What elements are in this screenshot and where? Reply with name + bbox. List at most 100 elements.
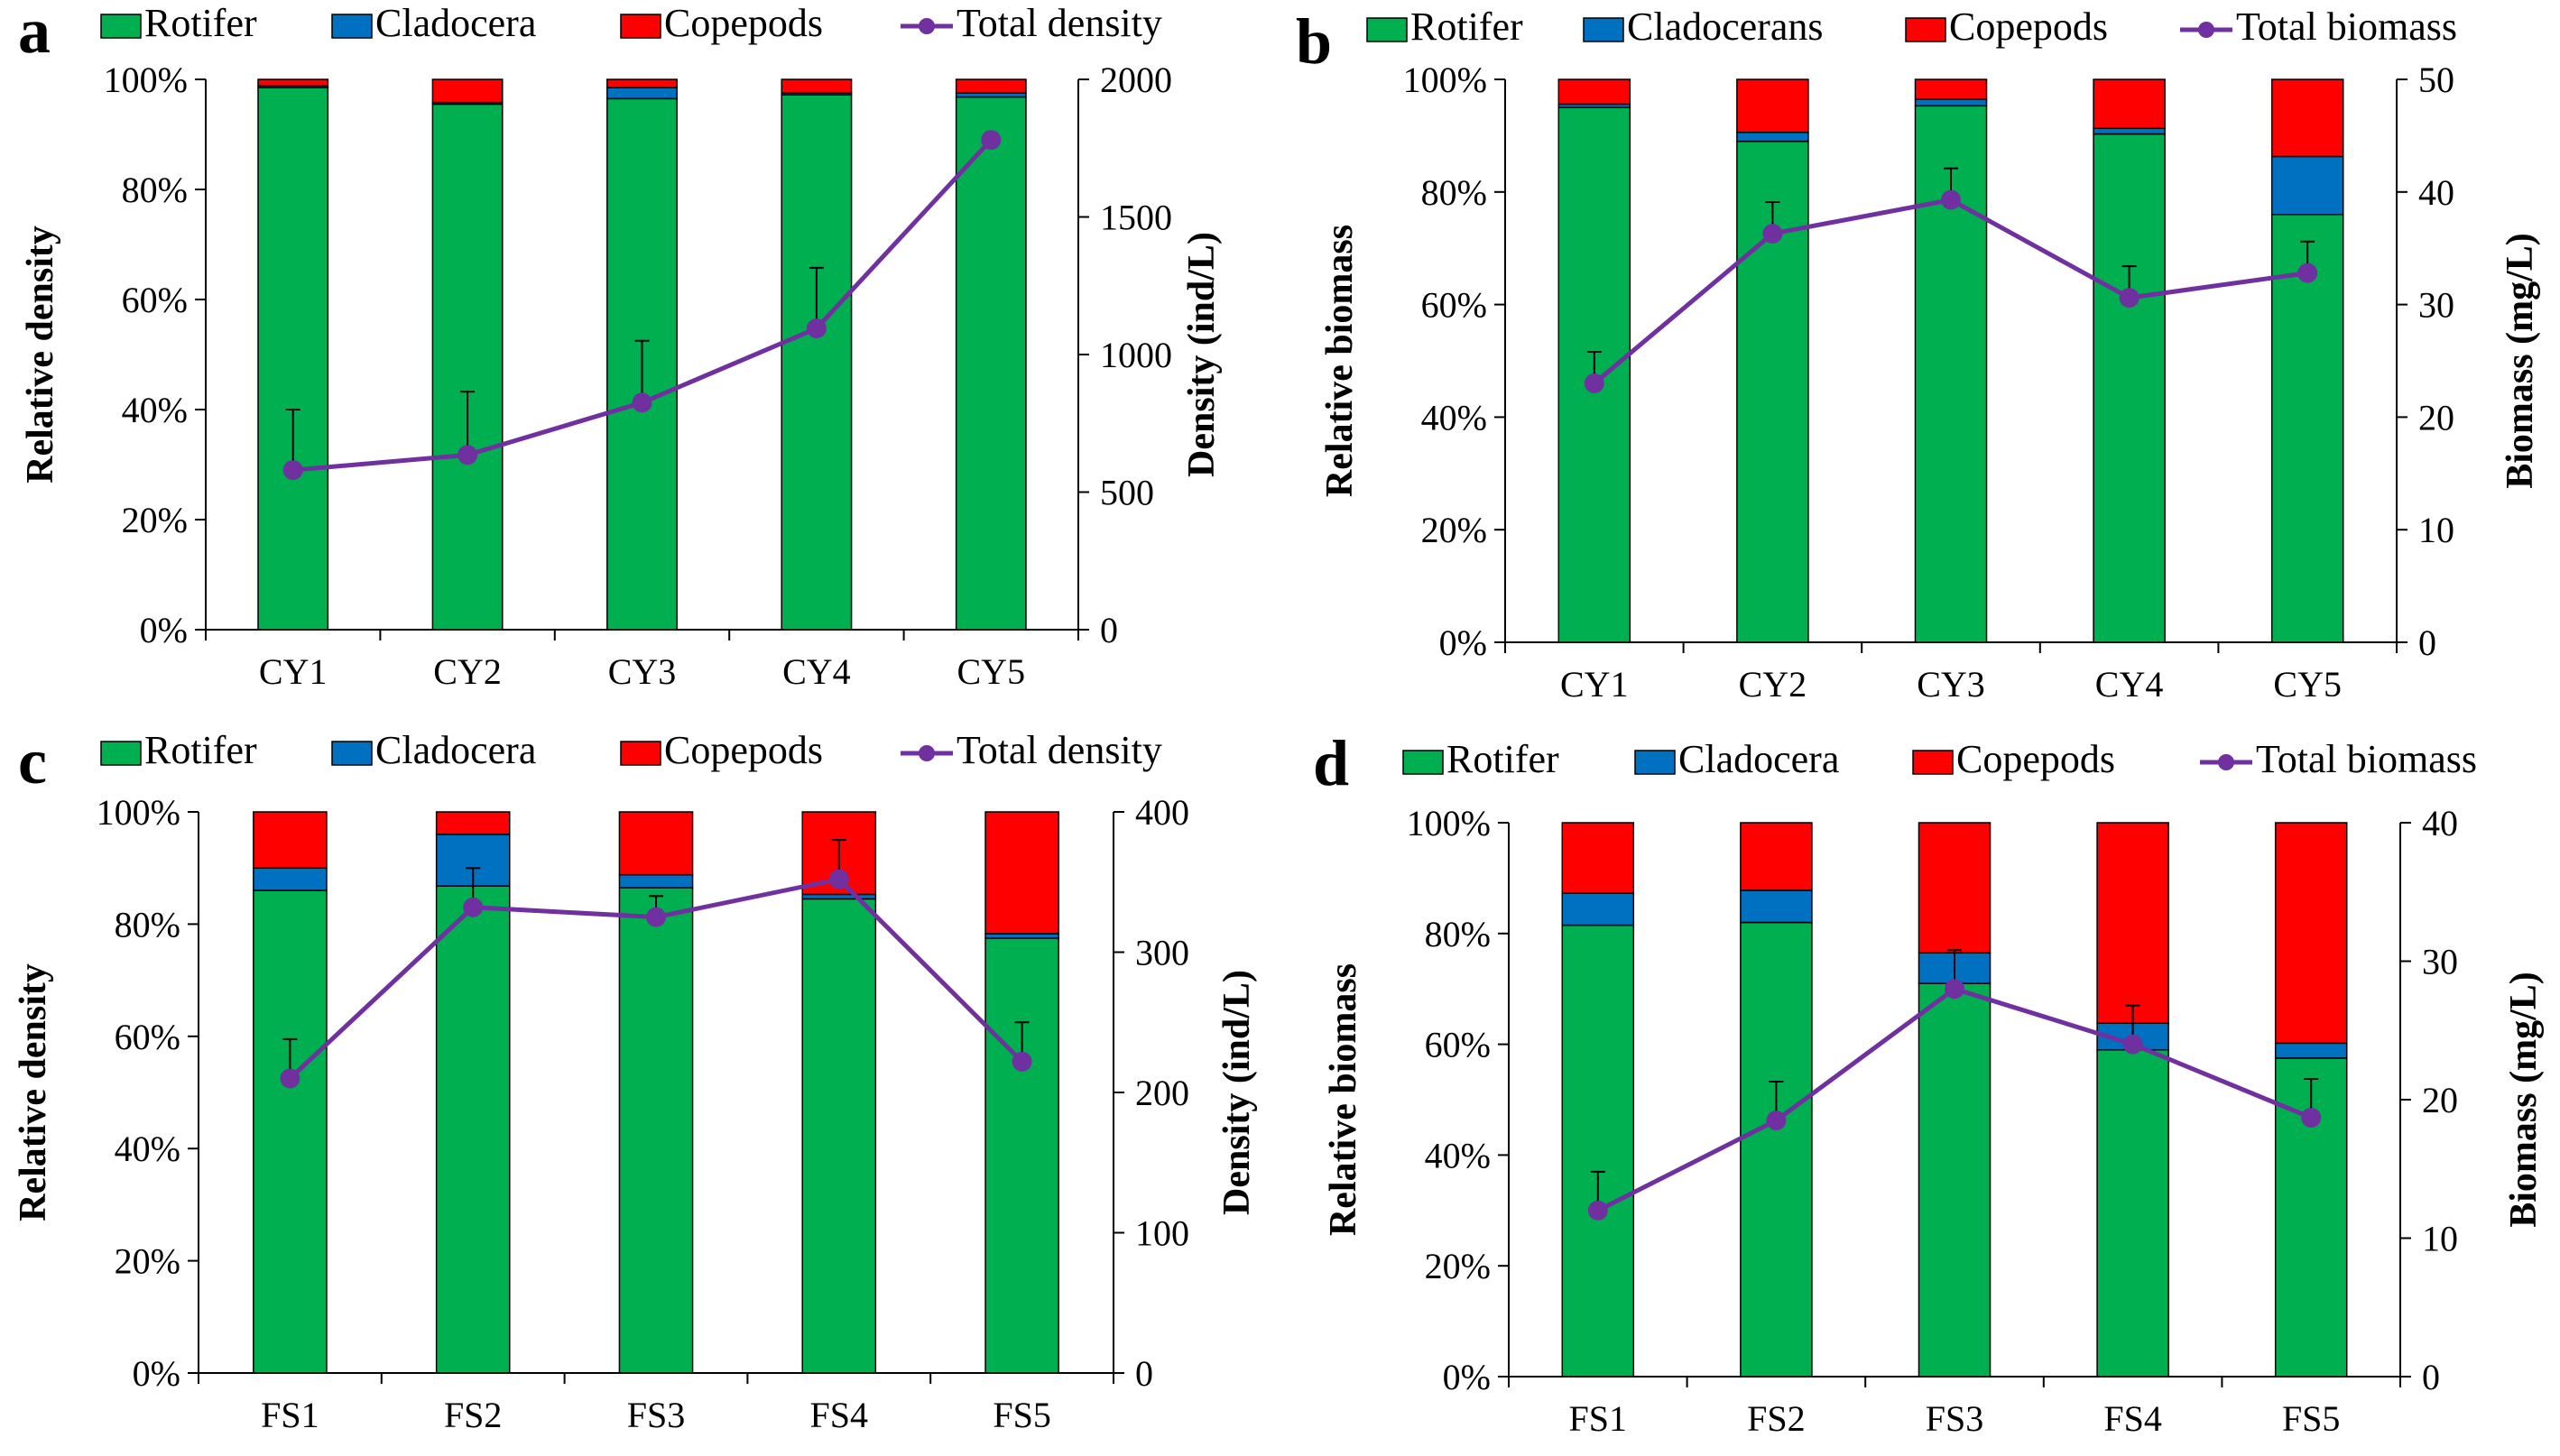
bar-cladocera-fs4 <box>2096 1022 2169 1051</box>
y-axis-label: Relative biomass <box>1319 225 1361 497</box>
x-tick-label: FS2 <box>1747 1398 1806 1439</box>
bar-cladocera-cy5 <box>955 92 1027 98</box>
y2-tick-label: 0 <box>2422 1357 2440 1397</box>
legend-label-cladocera: Cladocera <box>375 1 536 45</box>
x-tick-label: CY2 <box>433 651 502 692</box>
point-total-fs2 <box>463 897 484 917</box>
y2-tick-label: 200 <box>1135 1073 1189 1113</box>
y2-tick-label: 20 <box>2418 397 2454 438</box>
point-total-fs5 <box>2301 1107 2322 1128</box>
bar-cladocera-fs2 <box>435 834 511 887</box>
line-total <box>288 876 1024 1081</box>
bar-copepods-fs1 <box>1561 822 1635 894</box>
legend-swatch-rotifer <box>100 14 142 39</box>
bar-rotifer-cy3 <box>606 97 678 631</box>
x-tick-label: CY3 <box>1917 664 1985 705</box>
y2-tick-label: 10 <box>2418 510 2454 550</box>
y-tick-label: 40% <box>1421 397 1487 438</box>
y2-tick-label: 1500 <box>1100 198 1172 238</box>
panel-label: d <box>1313 727 1349 799</box>
bar-cladocera-fs1 <box>1561 892 1635 926</box>
y-tick-label: 40% <box>122 390 188 430</box>
legend-label-cladocerans: Cladocerans <box>1627 5 1823 49</box>
bar-copepods-cy2 <box>1736 78 1809 134</box>
point-total-fs3 <box>646 907 666 927</box>
bar-cladocerans-cy1 <box>1557 103 1631 108</box>
y2-tick-label: 1000 <box>1100 335 1172 375</box>
bar-copepods-cy3 <box>1914 78 1988 100</box>
point-total-fs5 <box>1012 1051 1032 1072</box>
y2-tick-label: 100 <box>1135 1213 1189 1254</box>
y-axis-label: Relative density <box>13 963 54 1221</box>
bar-rotifer-fs5 <box>2274 1057 2348 1378</box>
bar-cladocera-cy2 <box>431 101 504 106</box>
y-tick-label: 0% <box>133 1353 180 1394</box>
legend-marker-total <box>919 745 935 761</box>
legend-label-total: Total density <box>957 1 1162 45</box>
point-total-cy1 <box>1584 373 1604 393</box>
y2-tick-label: 300 <box>1135 933 1189 973</box>
bar-copepods-cy1 <box>257 78 329 88</box>
bar-cladocerans-cy4 <box>2093 127 2166 135</box>
point-total-fs1 <box>1587 1200 1608 1221</box>
y-tick-label: 100% <box>104 60 188 100</box>
point-total-cy2 <box>1762 223 1783 244</box>
y-tick-label: 60% <box>122 280 188 320</box>
y2-axis-label: Biomass (mg/L) <box>2503 972 2545 1228</box>
y2-tick-label: 0 <box>2418 622 2436 663</box>
point-total-cy4 <box>806 318 827 339</box>
point-total-fs3 <box>1945 979 1964 1000</box>
point-total-fs2 <box>1766 1110 1787 1131</box>
bar-rotifer-fs3 <box>618 887 694 1374</box>
legend-label-copepods: Copepods <box>1949 5 2108 49</box>
y-tick-label: 0% <box>1443 1357 1491 1397</box>
x-tick-label: CY1 <box>259 651 328 692</box>
y-tick-label: 60% <box>1421 285 1487 326</box>
x-tick-label: FS2 <box>444 1395 503 1435</box>
bar-cladocera-fs2 <box>1740 889 1813 924</box>
panel-label: b <box>1296 5 1332 78</box>
legend-swatch-cladocera <box>331 14 373 39</box>
x-tick-label: FS5 <box>993 1395 1051 1435</box>
point-total-fs4 <box>2122 1034 2143 1055</box>
y2-tick-label: 20 <box>2422 1080 2458 1120</box>
legend-marker-total <box>919 18 935 34</box>
legend-label-cladocera: Cladocera <box>375 728 536 772</box>
legend-swatch-cladocera <box>331 741 373 766</box>
point-total-cy5 <box>2297 263 2318 283</box>
legend-swatch-rotifer <box>1402 750 1444 775</box>
point-total-cy1 <box>282 460 303 481</box>
y-tick-label: 60% <box>115 1017 180 1057</box>
y-tick-label: 80% <box>1421 172 1487 213</box>
y-tick-label: 20% <box>115 1241 180 1282</box>
legend-label-total: Total biomass <box>2236 5 2457 49</box>
bar-copepods-cy5 <box>955 78 1027 94</box>
point-total-cy3 <box>1941 189 1961 210</box>
legend-marker-total <box>2218 754 2234 770</box>
bar-rotifer-cy2 <box>1736 140 1809 643</box>
legend-swatch-copepods <box>620 741 661 766</box>
legend-marker-total <box>2198 22 2214 38</box>
legend-label-copepods: Copepods <box>664 1 823 45</box>
y2-axis-label: Biomass (mg/L) <box>2500 233 2541 489</box>
bar-cladocerans-cy2 <box>1736 131 1809 143</box>
y-tick-label: 100% <box>1407 803 1491 843</box>
bar-copepods-fs5 <box>2274 822 2348 1045</box>
y-tick-label: 40% <box>1425 1135 1491 1175</box>
y2-tick-label: 30 <box>2422 942 2458 982</box>
legend-label-copepods: Copepods <box>1956 737 2115 781</box>
bar-rotifer-cy1 <box>1557 106 1631 643</box>
bar-cladocera-fs5 <box>2274 1042 2348 1059</box>
x-tick-label: CY2 <box>1739 664 1807 705</box>
y2-tick-label: 0 <box>1100 610 1118 650</box>
x-tick-label: FS3 <box>627 1395 686 1435</box>
line-total <box>1596 986 2313 1213</box>
y2-tick-label: 0 <box>1135 1353 1153 1394</box>
legend-label-rotifer: Rotifer <box>1410 5 1523 49</box>
bar-rotifer-cy4 <box>781 94 853 631</box>
legend-label-total: Total density <box>957 728 1162 772</box>
x-tick-label: FS1 <box>1569 1398 1628 1439</box>
point-total-fs1 <box>280 1068 300 1089</box>
bar-copepods-fs2 <box>435 811 511 835</box>
